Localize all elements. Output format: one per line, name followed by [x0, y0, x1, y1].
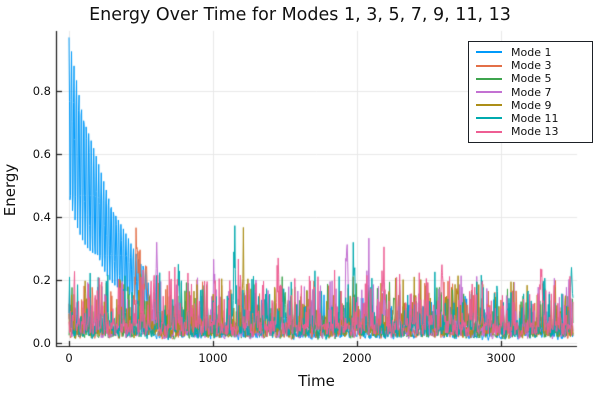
x-tick-label: 1000 — [198, 351, 228, 365]
legend-item: Mode 9 — [469, 99, 592, 112]
legend-item: Mode 13 — [469, 125, 592, 138]
y-tick-label: 0.6 — [32, 147, 51, 161]
legend-label: Mode 11 — [511, 111, 559, 125]
legend-label: Mode 7 — [511, 85, 552, 99]
legend-item: Mode 5 — [469, 72, 592, 85]
legend-line-sample — [476, 130, 502, 133]
legend-label: Mode 1 — [511, 45, 552, 59]
x-tick-label: 0 — [65, 351, 73, 365]
y-tick-label: 0.4 — [32, 210, 51, 224]
legend-label: Mode 9 — [511, 98, 552, 112]
x-axis-label: Time — [298, 372, 335, 390]
legend-label: Mode 13 — [511, 125, 559, 139]
y-tick-label: 0.0 — [32, 336, 51, 350]
y-tick-label: 0.8 — [32, 84, 51, 98]
legend-line-sample — [476, 104, 502, 107]
legend-item: Mode 11 — [469, 112, 592, 125]
legend-line-sample — [476, 64, 502, 67]
legend-item: Mode 3 — [469, 59, 592, 72]
x-tick-label: 3000 — [486, 351, 516, 365]
legend-label: Mode 5 — [511, 72, 552, 86]
legend-label: Mode 3 — [511, 59, 552, 73]
legend-line-sample — [476, 51, 502, 54]
legend-item: Mode 7 — [469, 85, 592, 99]
x-tick-label: 2000 — [342, 351, 372, 365]
legend: Mode 1 Mode 3 Mode 5 Mode 7 Mode 9 Mode 11 Mod… — [468, 41, 593, 143]
y-tick-label: 0.2 — [32, 273, 51, 287]
chart-title: Energy Over Time for Modes 1, 3, 5, 7, 9… — [89, 5, 511, 25]
legend-item: Mode 1 — [469, 46, 592, 59]
legend-line-sample — [476, 77, 502, 80]
y-axis-label: Energy — [1, 163, 19, 217]
legend-line-sample — [476, 91, 502, 93]
legend-line-sample — [476, 117, 502, 120]
